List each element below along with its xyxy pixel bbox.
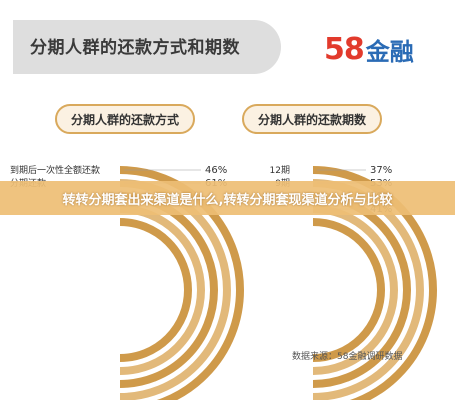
ring-arc-0-4 [119, 218, 192, 362]
page-title: 分期人群的还款方式和期数 [30, 38, 240, 58]
value-label-0-0: 46% [205, 165, 227, 176]
ring-arc-0-3 [119, 205, 205, 375]
ring-arc-1-4 [312, 218, 385, 362]
brand-logo: 58 金融 [324, 31, 414, 67]
category-label-0-0: 到期后一次性全额还款 [10, 164, 100, 176]
right-chart-title: 分期人群的还款期数 [242, 104, 382, 134]
data-source: 数据来源：58金融调研数据 [292, 352, 403, 362]
brand-name: 金融 [365, 37, 414, 66]
overlay-banner: 转转分期套出来渠道是什么,转转分期套现渠道分析与比较 [0, 181, 455, 215]
header-banner [13, 20, 281, 74]
category-label-1-0: 12期 [270, 165, 290, 176]
ring-arc-1-3 [312, 205, 398, 375]
left-chart-title: 分期人群的还款方式 [55, 104, 195, 134]
brand-number: 58 [324, 31, 365, 67]
value-label-1-0: 37% [370, 165, 392, 176]
